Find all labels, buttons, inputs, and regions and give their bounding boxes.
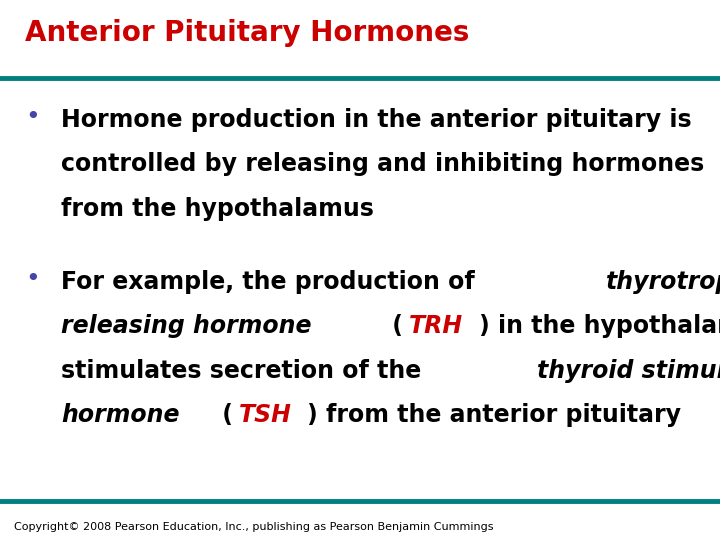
Text: For example, the production of: For example, the production of — [61, 270, 483, 294]
Text: thyrotropin: thyrotropin — [606, 270, 720, 294]
Text: Hormone production in the anterior pituitary is: Hormone production in the anterior pitui… — [61, 108, 692, 132]
Text: ) in the hypothalamus: ) in the hypothalamus — [479, 314, 720, 338]
Text: stimulates secretion of the: stimulates secretion of the — [61, 359, 430, 382]
Text: thyroid stimulating: thyroid stimulating — [536, 359, 720, 382]
Text: •: • — [25, 267, 40, 291]
Text: Copyright© 2008 Pearson Education, Inc., publishing as Pearson Benjamin Cummings: Copyright© 2008 Pearson Education, Inc.,… — [14, 522, 494, 532]
Text: (: ( — [384, 314, 403, 338]
Text: hormone: hormone — [61, 403, 180, 427]
Text: TRH: TRH — [409, 314, 463, 338]
Text: Anterior Pituitary Hormones: Anterior Pituitary Hormones — [25, 19, 469, 47]
Text: TSH: TSH — [238, 403, 292, 427]
Text: releasing hormone: releasing hormone — [61, 314, 312, 338]
Text: •: • — [25, 105, 40, 129]
Text: from the hypothalamus: from the hypothalamus — [61, 197, 374, 220]
Text: controlled by releasing and inhibiting hormones: controlled by releasing and inhibiting h… — [61, 152, 704, 176]
Text: ) from the anterior pituitary: ) from the anterior pituitary — [307, 403, 681, 427]
Text: (: ( — [214, 403, 233, 427]
